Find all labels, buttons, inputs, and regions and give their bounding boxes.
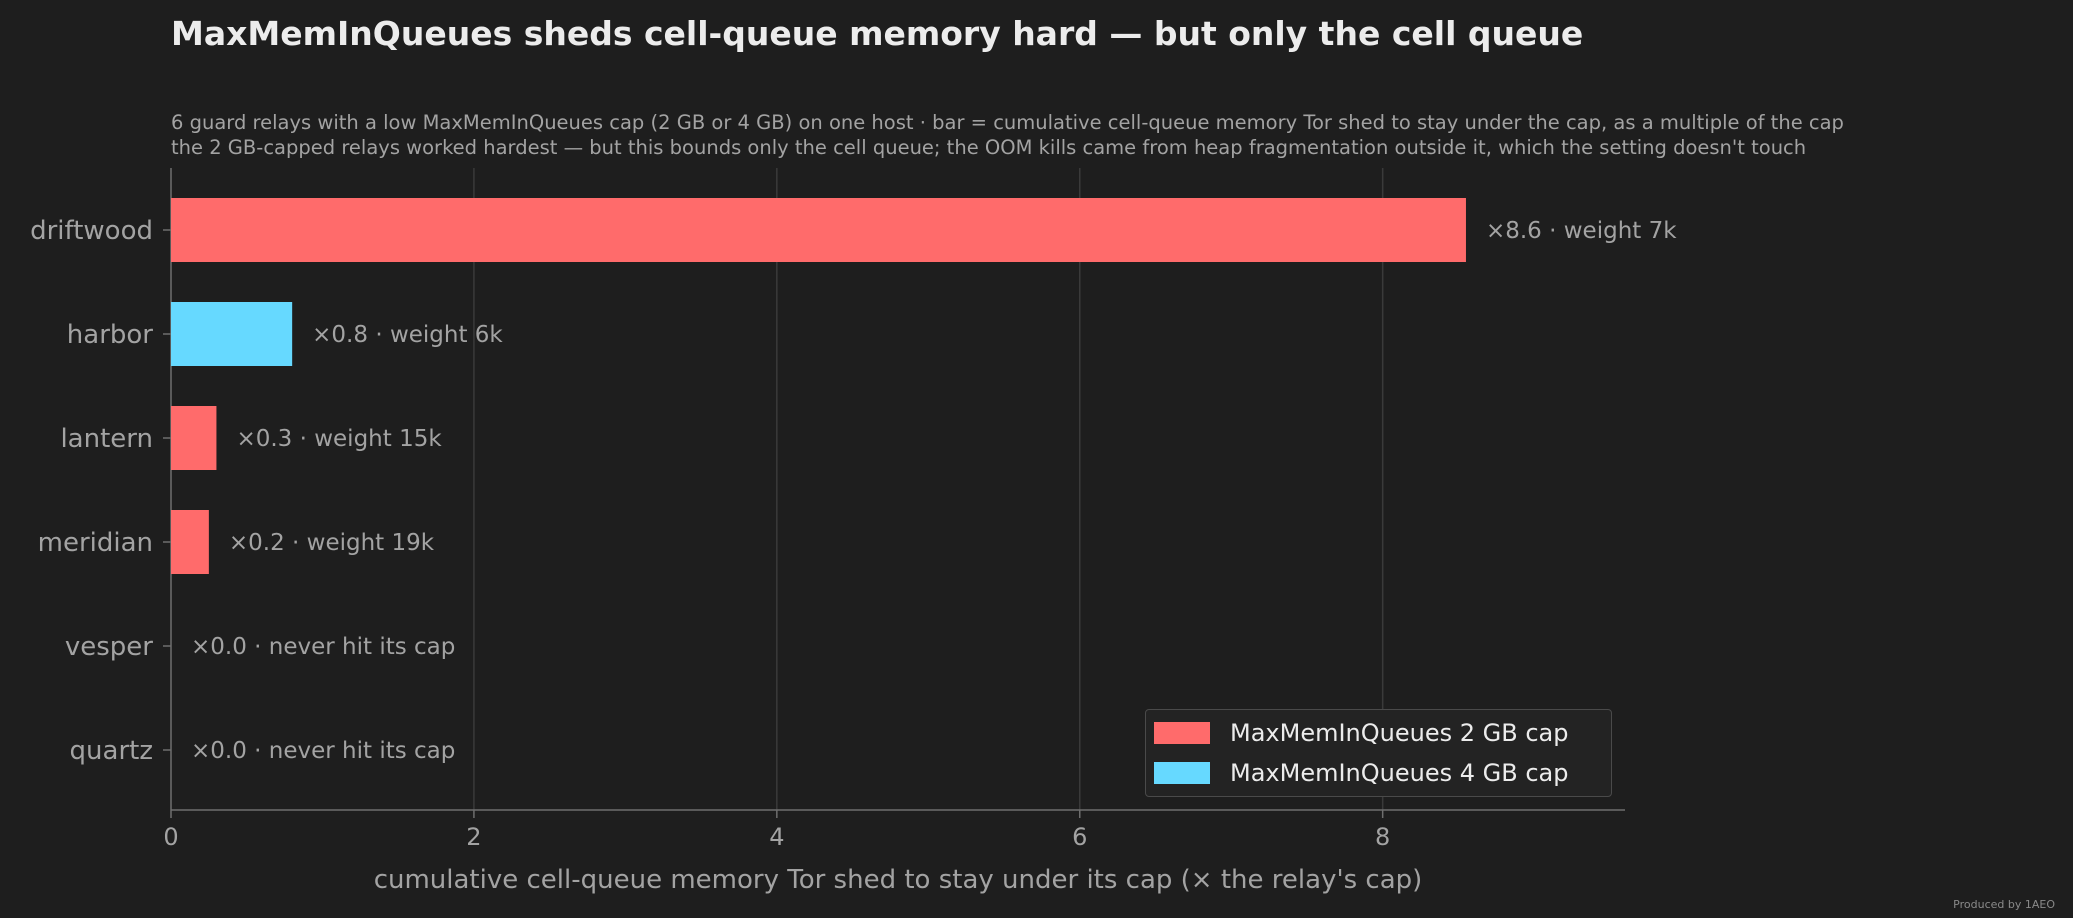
- x-tick-label-3: 6: [1072, 823, 1087, 851]
- x-tick-label-0: 0: [163, 823, 178, 851]
- category-label-vesper: vesper: [65, 632, 153, 662]
- chart-subtitle-line-1: 6 guard relays with a low MaxMemInQueues…: [171, 111, 1844, 134]
- x-tick-label-4: 8: [1375, 823, 1390, 851]
- x-tick-label-2: 4: [769, 823, 784, 851]
- bar-label-quartz: ×0.0 · never hit its cap: [191, 738, 455, 764]
- legend-item-4gb: MaxMemInQueues 4 GB cap: [1154, 753, 1568, 793]
- category-label-driftwood: driftwood: [30, 216, 153, 246]
- chart-subtitle-line-2: the 2 GB-capped relays worked hardest — …: [171, 136, 1807, 159]
- chart-legend: MaxMemInQueues 2 GB cap MaxMemInQueues 4…: [1145, 709, 1612, 797]
- bar-meridian: [171, 510, 209, 574]
- bar-harbor: [171, 302, 293, 366]
- category-label-harbor: harbor: [67, 320, 154, 350]
- x-axis-label: cumulative cell-queue memory Tor shed to…: [374, 865, 1423, 895]
- category-label-quartz: quartz: [70, 736, 153, 766]
- category-label-meridian: meridian: [38, 528, 153, 558]
- legend-swatch-2gb: [1154, 722, 1210, 744]
- bar-label-meridian: ×0.2 · weight 19k: [229, 530, 435, 556]
- bar-label-harbor: ×0.8 · weight 6k: [312, 322, 503, 348]
- legend-label-2gb: MaxMemInQueues 2 GB cap: [1230, 719, 1569, 747]
- bar-label-vesper: ×0.0 · never hit its cap: [191, 634, 455, 660]
- legend-swatch-4gb: [1154, 762, 1210, 784]
- bar-label-lantern: ×0.3 · weight 15k: [236, 426, 442, 452]
- chart-title: MaxMemInQueues sheds cell-queue memory h…: [171, 14, 1584, 53]
- x-tick-label-1: 2: [466, 823, 481, 851]
- bar-lantern: [171, 406, 217, 470]
- category-label-lantern: lantern: [60, 424, 153, 454]
- legend-label-4gb: MaxMemInQueues 4 GB cap: [1230, 759, 1569, 787]
- credit-text: Produced by 1AEO: [1953, 898, 2055, 911]
- legend-item-2gb: MaxMemInQueues 2 GB cap: [1154, 713, 1568, 753]
- bar-label-driftwood: ×8.6 · weight 7k: [1486, 218, 1677, 244]
- bar-driftwood: [171, 198, 1466, 262]
